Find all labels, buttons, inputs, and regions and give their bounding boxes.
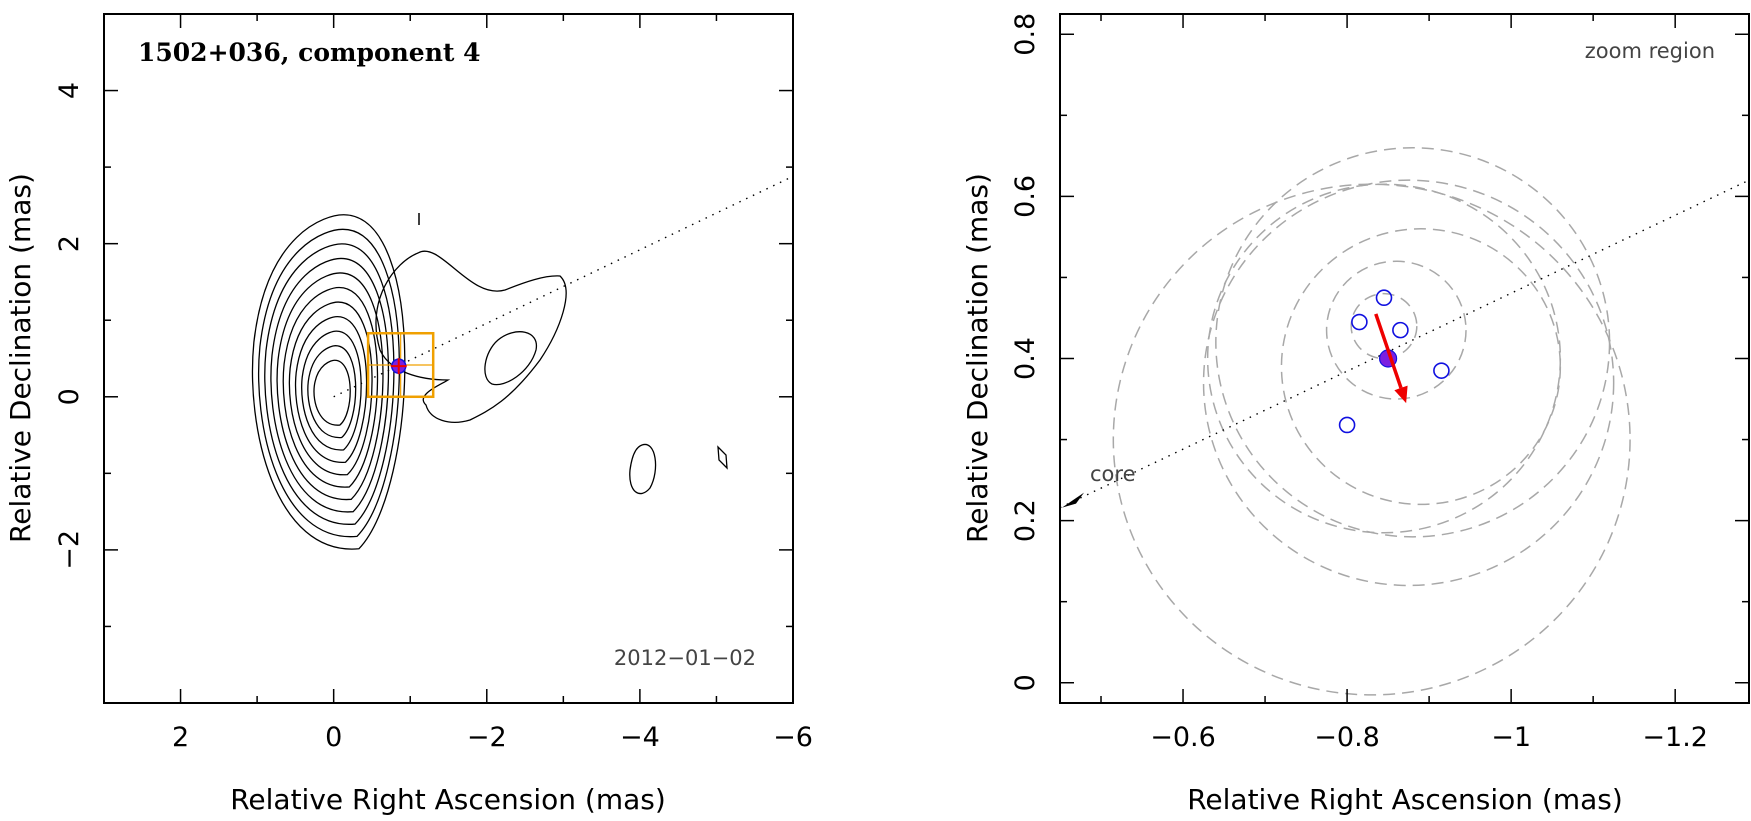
x-tick-label: −4: [620, 722, 660, 753]
y-tick-label: 0.2: [1010, 499, 1041, 542]
epoch-position-point: [1338, 416, 1356, 434]
left-y-axis-title: Relative Declination (mas): [4, 173, 37, 543]
velocity-arrow-head: [1394, 385, 1408, 404]
right-x-axis-title: Relative Right Ascension (mas): [1187, 783, 1623, 816]
x-tick-label: 0: [325, 722, 342, 753]
outer-contour: [717, 445, 728, 470]
x-tick-label: −1.2: [1642, 722, 1708, 753]
epoch-position-point: [1392, 321, 1409, 339]
left-y-tick-labels: −2 0 2 4: [54, 82, 85, 570]
left-chart-title: 1502+036, component 4: [138, 38, 481, 67]
contour-level: [276, 272, 384, 500]
error-circles: [1112, 146, 1631, 696]
core-label: core: [1090, 462, 1136, 486]
x-tick-label: −2: [467, 722, 507, 753]
left-panel: 2 0 −2 −4 −6 −2 0 2 4 1502+036, component 4 201…: [4, 13, 813, 816]
right-x-tick-labels: −0.6 −0.8 −1 −1.2: [1150, 722, 1708, 753]
intensity-contours: [251, 213, 728, 550]
x-tick-label: 2: [172, 722, 189, 753]
x-tick-label: −0.6: [1150, 722, 1216, 753]
right-plot-frame: [1059, 13, 1750, 704]
x-tick-label: −6: [773, 722, 813, 753]
right-y-tick-labels: 0 0.2 0.4 0.6 0.8: [1010, 13, 1041, 692]
left-x-axis-title: Relative Right Ascension (mas): [230, 783, 666, 816]
y-tick-label: 0: [1010, 674, 1041, 691]
y-tick-label: 4: [54, 82, 85, 99]
right-axis-ticks: [1060, 14, 1749, 703]
component-marker: [390, 358, 407, 375]
y-tick-label: 0.8: [1010, 13, 1041, 56]
velocity-vector: [1374, 313, 1408, 404]
contour-level: [307, 345, 357, 439]
contour-level: [313, 359, 351, 426]
y-tick-label: 0.4: [1010, 337, 1041, 380]
epoch-positions: [1338, 289, 1450, 434]
velocity-arrow-shaft: [1374, 313, 1403, 389]
y-tick-label: −2: [54, 530, 85, 570]
outer-contour: [629, 443, 657, 495]
error-circle: [1325, 260, 1467, 400]
x-tick-label: −0.8: [1314, 722, 1380, 753]
contour-level: [301, 330, 362, 451]
right-panel: −0.6 −0.8 −1 −1.2 0 0.2 0.4 0.6 0.8 zoom region…: [961, 13, 1750, 816]
contour-level: [282, 286, 379, 488]
contour-level: [294, 315, 368, 463]
y-tick-label: 0.6: [1010, 175, 1041, 218]
jet-knot-contour: [484, 331, 537, 386]
epoch-position-point: [1351, 313, 1368, 331]
y-tick-label: 2: [54, 235, 85, 252]
zoom-region-label: zoom region: [1585, 39, 1715, 63]
contour-level: [251, 214, 406, 550]
error-circle: [1215, 146, 1611, 538]
contour-level: [264, 243, 395, 525]
epoch-position-point: [1433, 362, 1450, 379]
contour-level: [257, 228, 400, 538]
x-tick-label: −1: [1491, 722, 1531, 753]
epoch-date-label: 2012−01−02: [614, 646, 756, 670]
left-plot-frame: [103, 13, 794, 704]
epoch-position-point: [1375, 289, 1393, 307]
y-tick-label: 0: [54, 388, 85, 405]
left-x-tick-labels: 2 0 −2 −4 −6: [172, 722, 813, 753]
contour-level: [270, 257, 390, 513]
error-circle: [1350, 292, 1418, 360]
jet-contour: [375, 250, 567, 423]
error-circle: [1202, 179, 1615, 587]
core-direction-marker: [1062, 492, 1084, 508]
core-arrowhead: [1062, 492, 1084, 508]
contour-level: [288, 301, 373, 476]
error-circle: [1280, 228, 1562, 506]
left-axis-ticks: [104, 14, 794, 703]
right-y-axis-title: Relative Declination (mas): [961, 173, 994, 543]
error-circle: [1112, 183, 1631, 696]
